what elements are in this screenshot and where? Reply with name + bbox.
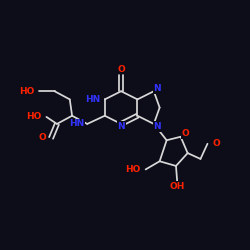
Text: HO: HO (19, 87, 34, 96)
Text: O: O (182, 130, 189, 138)
Text: O: O (117, 64, 125, 74)
Text: O: O (38, 134, 46, 142)
Text: HN: HN (69, 120, 84, 128)
Text: N: N (154, 84, 161, 93)
Text: OH: OH (170, 182, 185, 191)
Text: N: N (154, 122, 161, 131)
Text: HO: HO (26, 112, 41, 122)
Text: O: O (213, 139, 220, 148)
Text: N: N (117, 122, 125, 131)
Text: HN: HN (85, 95, 100, 104)
Text: HO: HO (125, 165, 140, 174)
